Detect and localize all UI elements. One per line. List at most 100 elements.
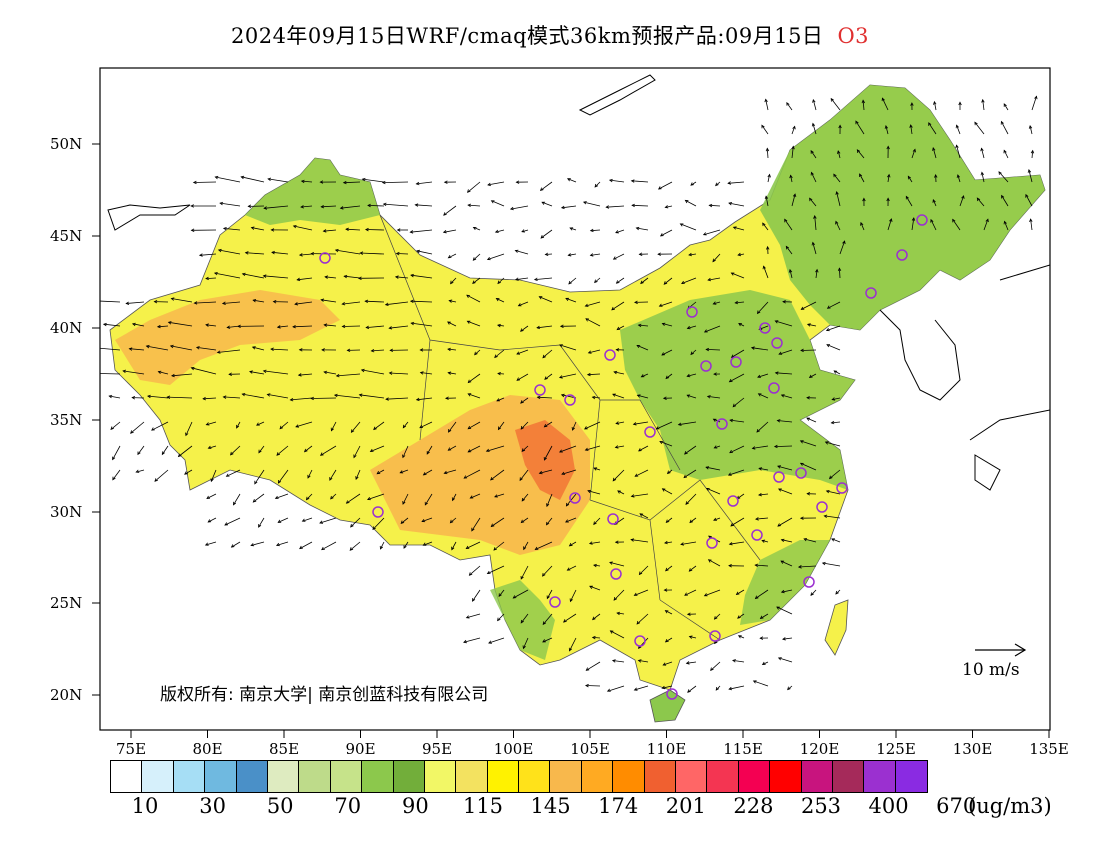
colorbar-label: 70: [334, 794, 362, 818]
colorbar-swatch: [613, 761, 645, 792]
colorbar-swatch: [142, 761, 174, 792]
city-marker: [634, 635, 646, 647]
city-marker: [751, 529, 763, 541]
city-marker: [686, 306, 698, 318]
colorbar-label: 145: [530, 794, 571, 818]
city-markers: [319, 214, 928, 700]
latitude-label: 35N: [50, 411, 83, 429]
korea-outline: [879, 309, 961, 401]
colorbar-swatch: [299, 761, 331, 792]
longitude-label: 120E: [799, 740, 840, 758]
colorbar-swatch: [393, 761, 425, 792]
colorbar-swatch: [236, 761, 268, 792]
city-marker: [795, 467, 807, 479]
colorbar-swatch: [330, 761, 363, 792]
colorbar: [110, 760, 929, 793]
ozone-field-northeast: [760, 85, 1045, 330]
colorbar-swatch: [424, 761, 457, 792]
city-marker: [700, 360, 712, 372]
latitude-label: 50N: [50, 135, 83, 153]
colorbar-swatch: [456, 761, 488, 792]
colorbar-swatch: [487, 761, 520, 792]
longitude-label: 110E: [646, 740, 687, 758]
colorbar-swatch: [173, 761, 206, 792]
province-boundaries: [379, 214, 761, 641]
colorbar-swatch: [581, 761, 614, 792]
wind-vectors: [100, 95, 1038, 693]
longitude-label: 90E: [345, 740, 376, 758]
map-frame: [99, 67, 1051, 731]
colorbar-swatch: [267, 761, 300, 792]
map-title: 2024年09月15日WRF/cmaq模式36km预报产品:09月15日 O3: [0, 20, 1100, 50]
colorbar-swatch: [801, 761, 833, 792]
colorbar-swatch: [676, 761, 708, 792]
longitude-label: 95E: [421, 740, 453, 758]
city-marker: [666, 688, 678, 700]
ozone-field-north-china: [620, 290, 855, 490]
longitude-label: 130E: [952, 740, 993, 758]
axis-ticks: [92, 143, 1050, 738]
city-marker: [534, 384, 546, 396]
ozone-field-west-orange: [115, 290, 340, 385]
japan-outline: [969, 264, 1050, 491]
longitude-label: 80E: [192, 740, 223, 758]
copyright-notice: 版权所有: 南京大学| 南京创蓝科技有限公司: [160, 685, 489, 705]
colorbar-label: 400: [868, 794, 909, 818]
latitude-label: 25N: [50, 594, 83, 612]
longitude-label: 135E: [1029, 740, 1069, 758]
latitude-label: 20N: [50, 686, 83, 704]
city-marker: [604, 349, 616, 361]
colorbar-label: 670: [936, 794, 977, 818]
city-marker: [709, 630, 721, 642]
city-marker: [610, 568, 622, 580]
colorbar-label: 115: [462, 794, 504, 818]
city-marker: [727, 495, 739, 507]
colorbar-swatch: [895, 761, 928, 792]
colorbar-label: 228: [733, 794, 774, 818]
colorbar-label: 30: [199, 794, 226, 818]
longitude-label: 85E: [268, 740, 300, 758]
map-content: [100, 74, 1050, 723]
city-marker: [372, 506, 384, 518]
title-text: 2024年09月15日WRF/cmaq模式36km预报产品:09月15日: [230, 24, 824, 48]
wind-reference-label: 10 m/s: [962, 660, 1020, 680]
city-marker: [549, 596, 561, 608]
colorbar-swatch: [770, 761, 802, 792]
longitude-label: 100E: [493, 740, 534, 758]
colorbar-label: 253: [800, 794, 842, 818]
colorbar-swatch: [550, 761, 582, 792]
latitude-label: 40N: [50, 319, 83, 337]
city-marker: [865, 287, 877, 299]
city-marker: [896, 249, 908, 261]
city-marker: [319, 252, 331, 264]
longitude-label: 125E: [876, 740, 916, 758]
city-marker: [803, 576, 815, 588]
colorbar-swatch: [111, 761, 143, 792]
city-marker: [716, 418, 728, 430]
colorbar-swatch: [864, 761, 896, 792]
city-marker: [816, 501, 828, 513]
balkhash-outline: [107, 204, 191, 231]
colorbar-label: 90: [402, 794, 429, 818]
longitude-label: 75E: [115, 740, 147, 758]
city-marker: [644, 426, 656, 438]
city-marker: [706, 537, 718, 549]
colorbar-label: 174: [598, 794, 639, 818]
pollutant-species: O3: [837, 24, 870, 48]
ozone-field-southeast: [740, 540, 830, 625]
colorbar-unit: (ug/m3): [968, 794, 1052, 818]
city-marker: [771, 337, 783, 349]
colorbar-swatch: [644, 761, 677, 792]
city-marker: [569, 492, 581, 504]
taiwan-island: [824, 599, 849, 656]
lake-outline: [578, 74, 656, 116]
city-marker: [730, 356, 742, 368]
city-marker: [836, 482, 848, 494]
ozone-field-xinjiang-north: [245, 158, 380, 225]
city-marker: [768, 382, 780, 394]
ozone-field-southwest: [490, 580, 555, 660]
colorbar-swatch: [738, 761, 771, 792]
longitude-label: 115E: [723, 740, 763, 758]
colorbar-swatch: [832, 761, 865, 792]
